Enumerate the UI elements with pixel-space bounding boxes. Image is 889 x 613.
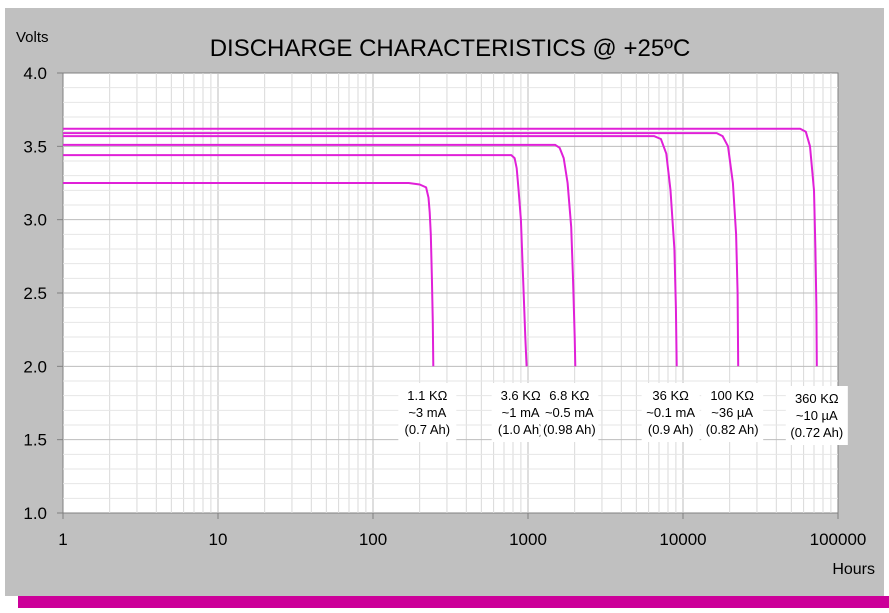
series-label-box xyxy=(540,383,599,442)
series-label-text: 100 KΩ xyxy=(710,388,754,403)
series-label-text: (1.0 Ah) xyxy=(498,422,544,437)
series-label-box xyxy=(398,383,457,442)
series-label-text: ~0.5 mA xyxy=(545,405,594,420)
series-line-5 xyxy=(63,132,740,367)
y-tick-label: 3.5 xyxy=(23,137,47,156)
series-label-box xyxy=(785,386,848,445)
bottom-accent-bar xyxy=(18,596,889,608)
series-label-text: (0.7 Ah) xyxy=(405,422,451,437)
series-label-text: 360 KΩ xyxy=(795,391,839,406)
series-labels-layer: 1.1 KΩ~3 mA(0.7 Ah)3.6 KΩ~1 mA(1.0 Ah)6.… xyxy=(398,383,848,445)
y-axis-label: Volts xyxy=(16,29,49,46)
y-tick-label: 2.5 xyxy=(23,284,47,303)
y-tick-label: 2.0 xyxy=(23,357,47,376)
series-label-text: 3.6 KΩ xyxy=(501,388,541,403)
series-label-4: 36 KΩ ~0.1 mA (0.9 Ah) xyxy=(641,383,700,442)
series-label-text: ~36 µA xyxy=(711,405,753,420)
series-label-5: 100 KΩ ~36 µA (0.82 Ah) xyxy=(701,383,764,442)
series-label-6: 360 KΩ ~10 µA (0.72 Ah) xyxy=(785,386,848,445)
series-label-box xyxy=(491,383,550,442)
x-tick-label: 100 xyxy=(359,530,387,549)
series-label-3: 6.8 KΩ ~0.5 mA (0.98 Ah) xyxy=(540,383,599,442)
series-label-box xyxy=(701,383,764,442)
series-label-text: 1.1 KΩ xyxy=(407,388,447,403)
series-line-3 xyxy=(63,143,577,367)
series-label-box xyxy=(641,383,700,442)
series-line-4 xyxy=(63,135,678,367)
series-label-text: (0.9 Ah) xyxy=(648,422,694,437)
y-tick-label: 3.0 xyxy=(23,211,47,230)
series-line-2 xyxy=(63,154,528,367)
series-label-text: (0.98 Ah) xyxy=(543,422,596,437)
axis-layer: 1.0 1.5 2.0 2.5 3.0 3.5 4.0 1 10 100 1000 10000 1000… xyxy=(23,64,866,549)
series-label-text: (0.82 Ah) xyxy=(706,422,759,437)
series-line-1 xyxy=(63,182,435,367)
series-label-text: 36 KΩ xyxy=(652,388,689,403)
series-label-2: 3.6 KΩ ~1 mA (1.0 Ah) xyxy=(491,383,550,442)
x-tick-label: 10 xyxy=(209,530,228,549)
chart-title: DISCHARGE CHARACTERISTICS @ +25ºC xyxy=(210,35,691,62)
grid-layer xyxy=(63,73,838,513)
y-tick-label: 1.0 xyxy=(23,504,47,523)
y-tick-label: 1.5 xyxy=(23,431,47,450)
series-label-1: 1.1 KΩ ~3 mA (0.7 Ah) xyxy=(398,383,457,442)
series-layer xyxy=(63,127,818,367)
series-label-text: ~0.1 mA xyxy=(646,405,695,420)
series-label-text: ~3 mA xyxy=(408,405,446,420)
x-tick-label: 100000 xyxy=(810,530,867,549)
series-label-text: (0.72 Ah) xyxy=(790,425,843,440)
x-tick-label: 1000 xyxy=(509,530,547,549)
x-tick-label: 10000 xyxy=(659,530,706,549)
series-label-text: ~10 µA xyxy=(796,408,838,423)
series-line-6 xyxy=(63,127,818,367)
x-tick-label: 1 xyxy=(58,530,67,549)
x-axis-label: Hours xyxy=(832,561,875,578)
series-label-text: ~1 mA xyxy=(502,405,540,420)
series-label-text: 6.8 KΩ xyxy=(549,388,589,403)
y-tick-label: 4.0 xyxy=(23,64,47,83)
